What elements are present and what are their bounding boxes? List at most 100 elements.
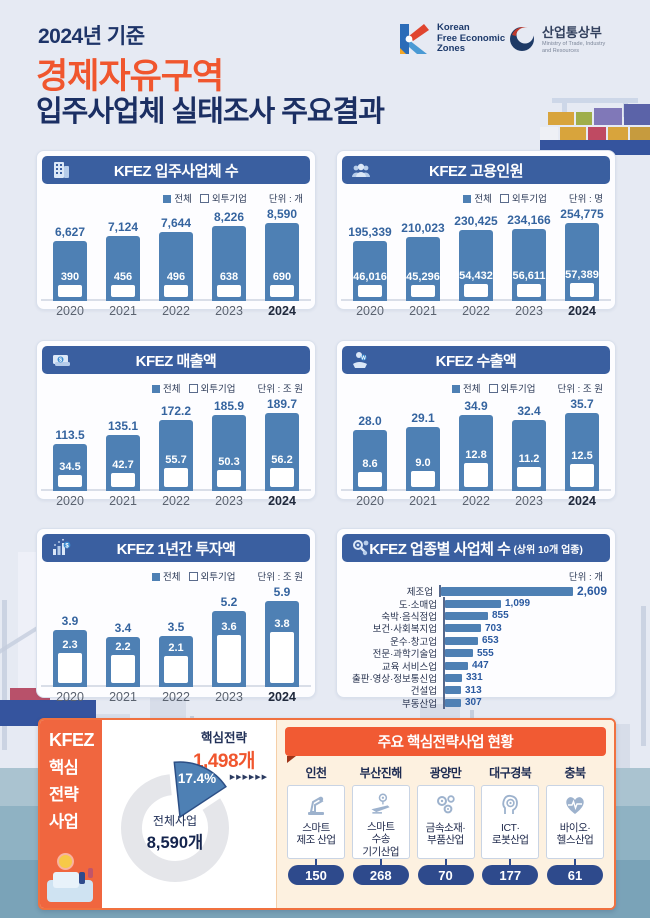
total-bar: 2.2: [106, 637, 140, 687]
region-busanjinhae: 부산진해 스마트 수송 기기산업 268: [351, 764, 411, 885]
panel-title: KFEZ 업종별 사업체 수: [369, 540, 511, 558]
foreign-value-label: 2.1: [168, 642, 184, 654]
container-block: [630, 127, 650, 140]
foreign-value-label: 46,016: [353, 271, 387, 283]
total-value-label: 5.9: [273, 585, 291, 599]
total-bar: 2.3: [53, 630, 87, 687]
industry-bar: [445, 624, 481, 633]
unit-label: 단위 : 개: [568, 571, 603, 583]
bar-column-2021: 7,124 456 2021: [100, 220, 146, 319]
container-block: [588, 127, 606, 140]
connector: [315, 859, 317, 865]
region-name: 인천: [305, 766, 327, 780]
connector: [379, 859, 382, 865]
industry-name: 도·소매업: [398, 599, 437, 611]
total-value-label: 35.7: [570, 397, 594, 411]
industry-bar: [445, 611, 488, 620]
total-bar: 50.3: [212, 415, 246, 491]
industry-name: 제조업: [406, 587, 433, 599]
gears-icon: [436, 795, 455, 814]
industry-bar: [445, 599, 501, 608]
foreign-bar: [570, 283, 594, 297]
total-bar: 55.7: [159, 420, 193, 491]
industry-name: 건설업: [410, 686, 437, 698]
year-label: 2020: [56, 690, 84, 704]
total-value-label: 29.1: [411, 411, 435, 425]
total-value-label: 135.1: [107, 419, 139, 433]
total-bar: 54,432: [459, 230, 493, 301]
bar-column-2024: 189.7 56.2 2024: [259, 397, 305, 509]
total-value-label: 7,644: [160, 216, 192, 230]
foreign-value-label: 11.2: [518, 453, 540, 465]
year-label: 2021: [109, 304, 137, 318]
industry-value: 653: [482, 635, 499, 647]
region-name: 충북: [564, 766, 586, 780]
region-card: 금속소재· 부품산업: [416, 785, 475, 859]
unit-label: 단위 : 조 원: [257, 571, 303, 583]
svg-text:$: $: [65, 543, 69, 549]
legend-foreign-swatch: [499, 193, 509, 203]
foreign-bar: [358, 285, 382, 297]
total-bar: 638: [212, 226, 246, 301]
year-label: 2021: [109, 690, 137, 704]
bar-column-2024: 35.7 12.5 2024: [559, 397, 605, 509]
total-value-label: 3.9: [61, 614, 79, 628]
arrows-decoration: ▶▶▶▶▶▶: [229, 774, 268, 781]
foreign-value-label: 2.3: [62, 639, 78, 651]
foreign-value-label: 54,432: [459, 270, 493, 282]
total-value-label: 195,339: [348, 225, 392, 239]
region-name: 대구경북: [489, 766, 532, 780]
total-bar: 9.0: [406, 427, 440, 491]
foreign-bar: [570, 464, 594, 487]
slice-value: 1,498개: [192, 751, 256, 772]
total-bar: 456: [106, 236, 140, 301]
svg-text:$: $: [59, 358, 62, 364]
industry-name: 부동산업: [402, 698, 437, 710]
year-label: 2024: [268, 304, 296, 318]
industry-bar: [445, 661, 468, 670]
foreign-value-label: 690: [272, 271, 292, 283]
foreign-value-label: 57,389: [565, 269, 599, 281]
bar-column-2022: 7,644 496 2022: [153, 216, 199, 319]
connector: [509, 859, 512, 865]
region-incheon: 인천 스마트 제조 산업 150: [286, 764, 346, 885]
year-label: 2022: [162, 494, 190, 508]
industry-name: 숙박·음식점업: [381, 611, 437, 623]
region-card: ICT· 로봇산업: [481, 785, 540, 859]
total-value-label: 189.7: [266, 397, 298, 411]
foreign-bar: [517, 467, 541, 487]
year-label: 2022: [162, 304, 190, 318]
foreign-bar: [217, 635, 241, 683]
foreign-value-label: 638: [219, 271, 239, 283]
total-value-label: 234,166: [507, 213, 551, 227]
header-notch: [287, 756, 296, 763]
container-block: [576, 112, 592, 125]
crane-silhouette-left: [2, 600, 7, 750]
industry-row: 교육 서비스업 447: [343, 659, 607, 673]
foreign-value-label: 55.7: [165, 454, 187, 466]
industry-bar: [445, 698, 461, 707]
people-icon: [352, 163, 370, 177]
bar-column-2021: 3.4 2.2 2021: [100, 621, 146, 705]
region-chungbuk: 충북 바이오· 헬스산업 61: [545, 764, 605, 885]
industry-row: 전문·과학기술업 555: [343, 646, 607, 660]
industry-name: 출판·영상·정보통신업: [352, 673, 437, 685]
gear-search-icon: [353, 540, 369, 556]
motie-logo: 산업통상부 Ministry of Trade, Industry and Re…: [508, 22, 605, 55]
motie-emblem-icon: [510, 26, 534, 51]
industry-bar: [445, 636, 478, 645]
bar-chart-revenue: 113.5 34.5 2020 135.1 42.7 2021 172.2 55.7 2022 1…: [37, 397, 315, 509]
foreign-bar: [111, 655, 135, 683]
kfez-k-icon: [400, 24, 429, 54]
total-bar: 390: [53, 241, 87, 301]
panel-employment: KFEZ 고용인원 전체 외투기업 단위 : 명 195,339 46,016 20…: [336, 150, 616, 318]
year-label: 2020: [356, 494, 384, 508]
foreign-value-label: 56.2: [271, 454, 293, 466]
crane-silhouette-right: [641, 606, 646, 746]
year-label: 2020: [356, 304, 384, 318]
sidebar-line: 핵심: [49, 759, 79, 777]
bar-column-2022: 172.2 55.7 2022: [153, 404, 199, 509]
transport-icon: [371, 793, 390, 814]
industry-bar: [445, 686, 461, 695]
total-value-label: 5.2: [220, 595, 238, 609]
